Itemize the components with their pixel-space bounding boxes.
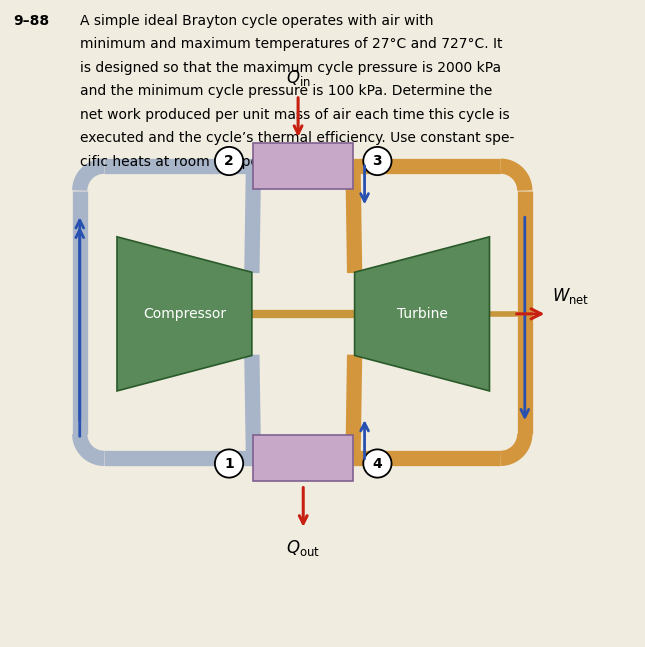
FancyBboxPatch shape [253,143,353,190]
Text: minimum and maximum temperatures of 27°C and 727°C. It: minimum and maximum temperatures of 27°C… [80,38,502,51]
Text: cific heats at room temperature.: cific heats at room temperature. [80,155,306,169]
Text: $Q_\mathrm{in}$: $Q_\mathrm{in}$ [286,69,310,89]
Text: 3: 3 [373,154,382,168]
Text: and the minimum cycle pressure is 100 kPa. Determine the: and the minimum cycle pressure is 100 kP… [80,84,492,98]
Polygon shape [355,237,490,391]
Text: is designed so that the maximum cycle pressure is 2000 kPa: is designed so that the maximum cycle pr… [80,61,501,75]
Text: 4: 4 [373,457,382,470]
Circle shape [215,450,243,477]
Circle shape [363,147,392,175]
Text: Turbine: Turbine [397,307,448,321]
Text: Compressor: Compressor [143,307,226,321]
Text: net work produced per unit mass of air each time this cycle is: net work produced per unit mass of air e… [80,107,510,122]
Text: 1: 1 [224,457,234,470]
Text: 9–88: 9–88 [13,14,49,28]
Text: $W_\mathrm{net}$: $W_\mathrm{net}$ [552,286,590,306]
Text: $Q_\mathrm{out}$: $Q_\mathrm{out}$ [286,538,320,558]
Circle shape [215,147,243,175]
Text: executed and the cycle’s thermal efficiency. Use constant spe-: executed and the cycle’s thermal efficie… [80,131,514,145]
Text: A simple ideal Brayton cycle operates with air with: A simple ideal Brayton cycle operates wi… [80,14,433,28]
Circle shape [363,450,392,477]
Polygon shape [117,237,252,391]
FancyBboxPatch shape [253,435,353,481]
Text: 2: 2 [224,154,234,168]
